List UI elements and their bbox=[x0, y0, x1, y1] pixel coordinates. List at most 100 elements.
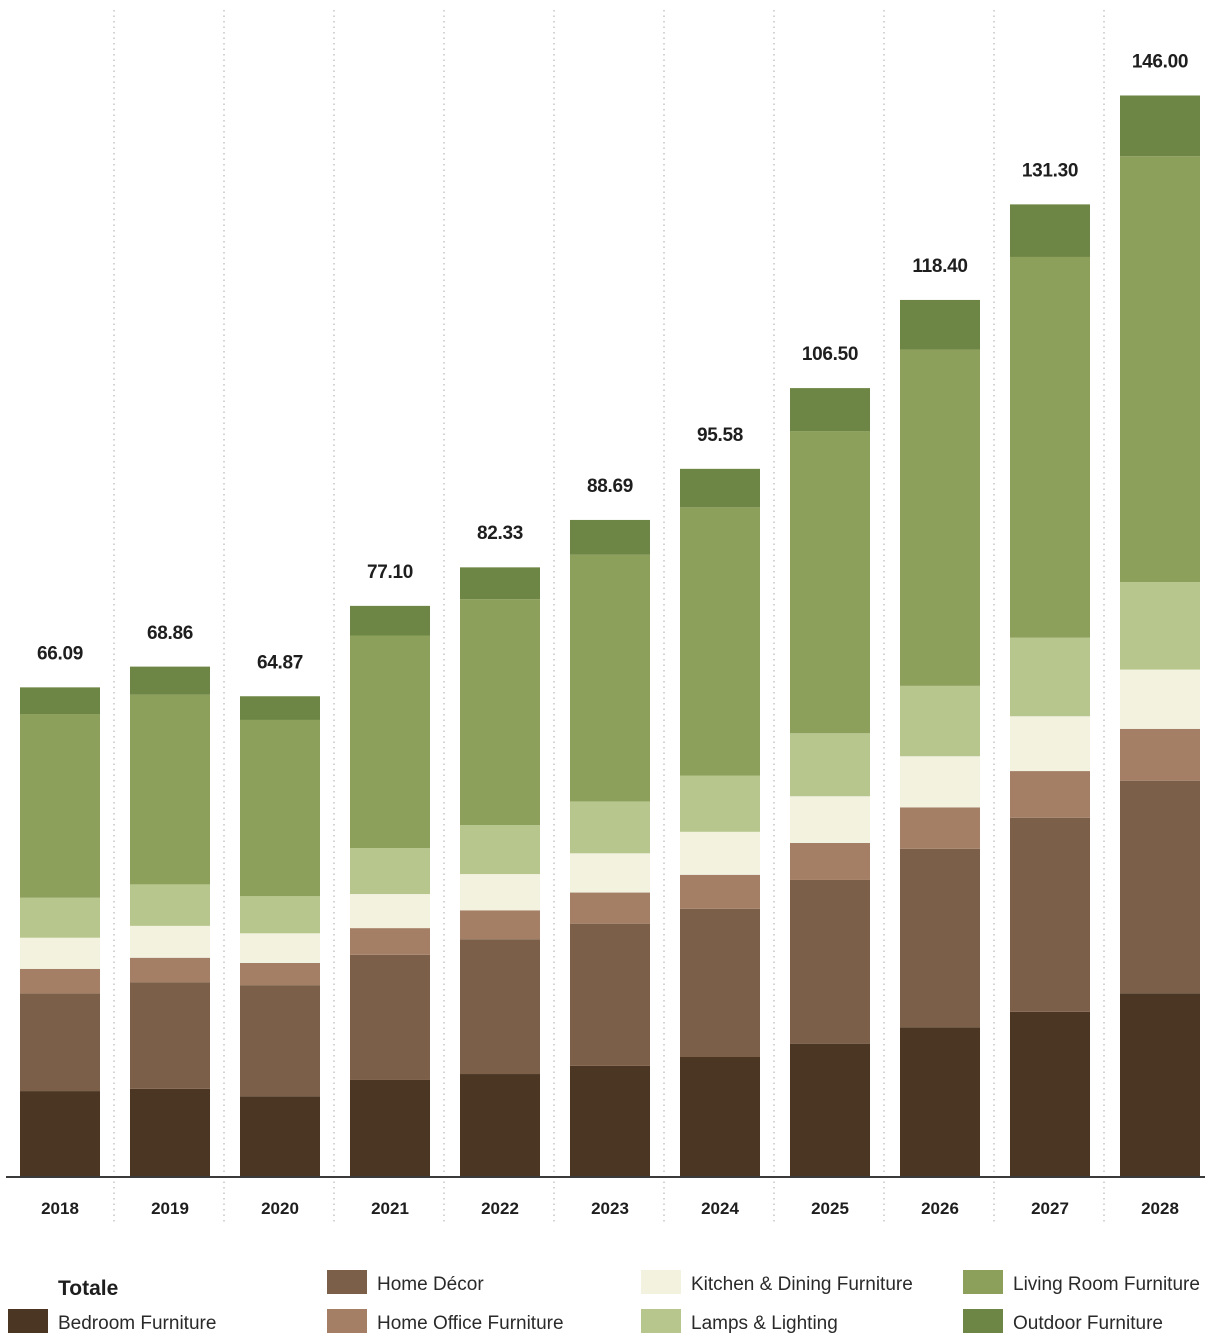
bar-segment-lamps-lighting-2020 bbox=[240, 896, 320, 934]
bar-segment-outdoor-furniture-2022 bbox=[460, 567, 540, 600]
total-label-2022: 82.33 bbox=[477, 523, 523, 544]
legend-swatch-home-d-cor bbox=[327, 1270, 367, 1294]
bar-segment-bedroom-furniture-2023 bbox=[570, 1065, 650, 1177]
bar-segment-living-room-furniture-2018 bbox=[20, 714, 100, 898]
bar-segment-home-d-cor-2023 bbox=[570, 923, 650, 1066]
bar-segment-lamps-lighting-2019 bbox=[130, 884, 210, 926]
x-tick-label-2026: 2026 bbox=[921, 1199, 959, 1218]
bar-segment-living-room-furniture-2027 bbox=[1010, 256, 1090, 638]
bar-segment-home-office-furniture-2018 bbox=[20, 968, 100, 994]
bar-segment-kitchen-dining-furniture-2018 bbox=[20, 937, 100, 969]
bar-segment-home-d-cor-2019 bbox=[130, 982, 210, 1089]
bar-segment-lamps-lighting-2026 bbox=[900, 685, 980, 757]
bar-segment-outdoor-furniture-2019 bbox=[130, 666, 210, 695]
legend-swatch-outdoor-furniture bbox=[963, 1309, 1003, 1333]
bar-stack-2028 bbox=[1120, 95, 1200, 1177]
bar-segment-home-d-cor-2027 bbox=[1010, 817, 1090, 1012]
bar-segment-bedroom-furniture-2025 bbox=[790, 1043, 870, 1177]
x-tick-label-2025: 2025 bbox=[811, 1199, 849, 1218]
bar-segment-kitchen-dining-furniture-2021 bbox=[350, 894, 430, 929]
legend-swatch-bedroom-furniture bbox=[8, 1309, 48, 1333]
legend-label-home-d-cor: Home Décor bbox=[377, 1274, 484, 1295]
bar-segment-bedroom-furniture-2018 bbox=[20, 1091, 100, 1177]
x-tick-label-2020: 2020 bbox=[261, 1199, 299, 1218]
bar-segment-kitchen-dining-furniture-2023 bbox=[570, 853, 650, 893]
legend-swatch-home-office-furniture bbox=[327, 1309, 367, 1333]
bar-segment-home-office-furniture-2027 bbox=[1010, 771, 1090, 818]
legend-item-lamps-lighting: Lamps & Lighting bbox=[641, 1309, 838, 1334]
bar-segment-home-d-cor-2020 bbox=[240, 985, 320, 1097]
bar-stack-2023 bbox=[570, 519, 650, 1177]
bar-segment-lamps-lighting-2018 bbox=[20, 897, 100, 938]
legend-item-living-room-furniture: Living Room Furniture bbox=[963, 1270, 1200, 1295]
bar-segment-outdoor-furniture-2028 bbox=[1120, 95, 1200, 157]
bar-segment-living-room-furniture-2026 bbox=[900, 349, 980, 686]
legend-item-kitchen-dining-furniture: Kitchen & Dining Furniture bbox=[641, 1270, 913, 1295]
bar-segment-outdoor-furniture-2020 bbox=[240, 696, 320, 720]
total-label-2024: 95.58 bbox=[697, 425, 743, 446]
bar-segment-home-office-furniture-2024 bbox=[680, 874, 760, 909]
bar-segment-outdoor-furniture-2027 bbox=[1010, 204, 1090, 257]
bar-segment-bedroom-furniture-2020 bbox=[240, 1096, 320, 1177]
bar-segment-living-room-furniture-2028 bbox=[1120, 156, 1200, 583]
bar-segment-bedroom-furniture-2022 bbox=[460, 1074, 540, 1177]
bar-segment-bedroom-furniture-2028 bbox=[1120, 993, 1200, 1177]
total-label-2025: 106.50 bbox=[802, 344, 858, 365]
bar-segment-kitchen-dining-furniture-2022 bbox=[460, 874, 540, 911]
bar-segment-home-d-cor-2018 bbox=[20, 993, 100, 1092]
total-label-2018: 66.09 bbox=[37, 643, 83, 664]
bar-segment-kitchen-dining-furniture-2024 bbox=[680, 831, 760, 875]
bar-segment-home-office-furniture-2023 bbox=[570, 892, 650, 924]
bar-segment-lamps-lighting-2023 bbox=[570, 801, 650, 854]
bar-segment-living-room-furniture-2024 bbox=[680, 507, 760, 776]
bar-segment-outdoor-furniture-2024 bbox=[680, 468, 760, 508]
x-tick-label-2027: 2027 bbox=[1031, 1199, 1069, 1218]
bar-segment-home-office-furniture-2026 bbox=[900, 807, 980, 849]
bar-segment-bedroom-furniture-2019 bbox=[130, 1088, 210, 1177]
legend-title: Totale bbox=[58, 1277, 118, 1300]
bar-segment-lamps-lighting-2025 bbox=[790, 733, 870, 797]
bar-segment-home-d-cor-2021 bbox=[350, 954, 430, 1080]
bar-segment-living-room-furniture-2019 bbox=[130, 694, 210, 885]
total-label-2021: 77.10 bbox=[367, 562, 413, 583]
total-label-2026: 118.40 bbox=[912, 256, 967, 277]
legend-swatch-kitchen-dining-furniture bbox=[641, 1270, 681, 1294]
bar-segment-outdoor-furniture-2021 bbox=[350, 605, 430, 636]
bar-segment-bedroom-furniture-2027 bbox=[1010, 1011, 1090, 1177]
bar-stack-2026 bbox=[900, 299, 980, 1177]
bar-stack-2020 bbox=[240, 696, 320, 1177]
bar-segment-home-d-cor-2025 bbox=[790, 879, 870, 1044]
bars bbox=[20, 95, 1200, 1177]
bar-segment-bedroom-furniture-2026 bbox=[900, 1027, 980, 1177]
bar-segment-kitchen-dining-furniture-2020 bbox=[240, 933, 320, 963]
bar-stack-2018 bbox=[20, 687, 100, 1177]
bar-stack-2019 bbox=[130, 666, 210, 1177]
legend-swatch-lamps-lighting bbox=[641, 1309, 681, 1333]
bar-segment-outdoor-furniture-2025 bbox=[790, 388, 870, 432]
x-tick-label-2022: 2022 bbox=[481, 1199, 519, 1218]
legend-label-bedroom-furniture: Bedroom Furniture bbox=[58, 1313, 216, 1334]
bar-segment-bedroom-furniture-2024 bbox=[680, 1056, 760, 1177]
bar-stack-2021 bbox=[350, 605, 430, 1177]
bar-segment-home-office-furniture-2025 bbox=[790, 842, 870, 880]
total-label-2020: 64.87 bbox=[257, 652, 303, 673]
x-tick-label-2024: 2024 bbox=[701, 1199, 739, 1218]
legend-item-home-d-cor: Home Décor bbox=[327, 1270, 484, 1295]
legend-label-lamps-lighting: Lamps & Lighting bbox=[691, 1313, 838, 1334]
bar-stack-2027 bbox=[1010, 204, 1090, 1177]
x-tick-label-2018: 2018 bbox=[41, 1199, 79, 1218]
bar-segment-lamps-lighting-2027 bbox=[1010, 637, 1090, 717]
bar-segment-outdoor-furniture-2026 bbox=[900, 299, 980, 350]
bar-segment-lamps-lighting-2028 bbox=[1120, 582, 1200, 670]
legend-label-living-room-furniture: Living Room Furniture bbox=[1013, 1274, 1200, 1295]
legend: Totale Bedroom Furniture Home Décor Home Of… bbox=[8, 1270, 1200, 1334]
bar-segment-kitchen-dining-furniture-2026 bbox=[900, 756, 980, 808]
bar-segment-living-room-furniture-2025 bbox=[790, 431, 870, 734]
legend-label-kitchen-dining-furniture: Kitchen & Dining Furniture bbox=[691, 1274, 913, 1295]
bar-segment-home-d-cor-2024 bbox=[680, 908, 760, 1057]
bar-segment-bedroom-furniture-2021 bbox=[350, 1079, 430, 1177]
x-tick-label-2021: 2021 bbox=[371, 1199, 409, 1218]
total-label-2019: 68.86 bbox=[147, 623, 193, 644]
bar-segment-home-office-furniture-2022 bbox=[460, 910, 540, 940]
bar-segment-home-d-cor-2026 bbox=[900, 848, 980, 1028]
